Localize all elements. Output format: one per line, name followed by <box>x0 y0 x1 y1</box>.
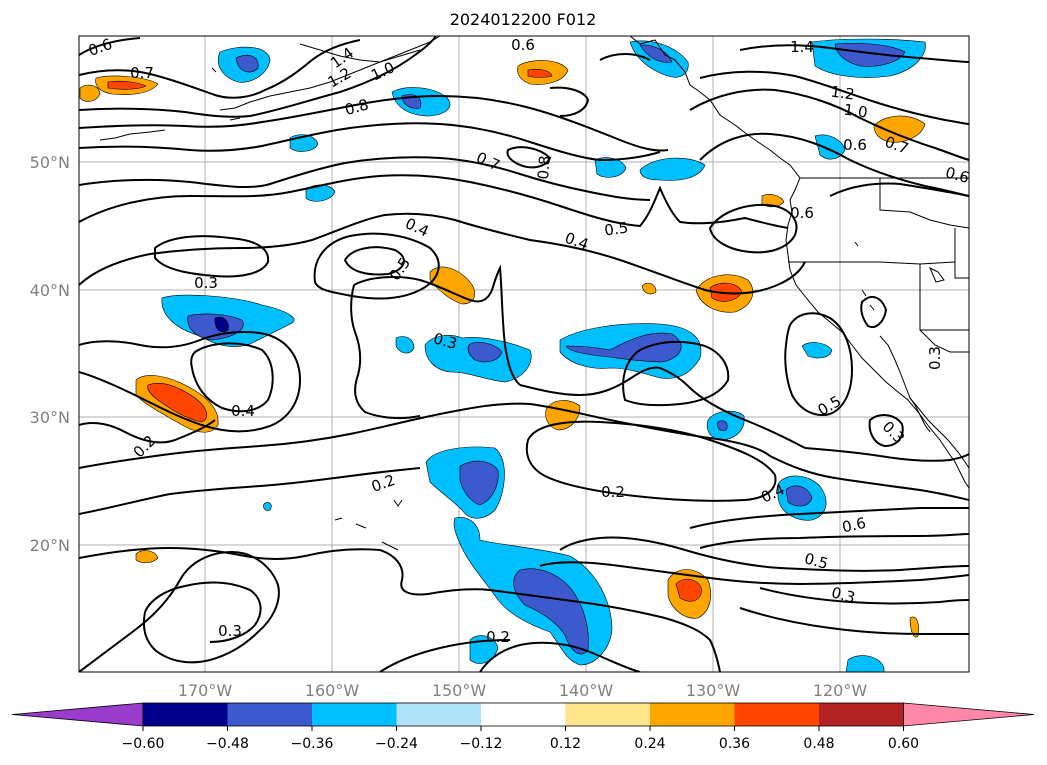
lon-label: 140°W <box>559 681 614 700</box>
colorbar-tick-label: 0.60 <box>888 736 919 752</box>
colorbar-segment <box>565 703 650 726</box>
contour-label: 0.8 <box>343 95 371 119</box>
colorbar-segment <box>819 703 904 726</box>
contour-label: 0.8 <box>534 155 554 180</box>
map-title: 2024012200 F012 <box>450 10 597 29</box>
colorbar-tick-label: −0.12 <box>460 736 503 752</box>
colorbar-tick-label: 0.48 <box>803 736 834 752</box>
map-frame <box>78 35 970 673</box>
lon-label: 130°W <box>686 681 741 700</box>
graticule <box>79 36 969 672</box>
lat-label: 50°N <box>30 153 70 172</box>
contour-label: 1.4 <box>790 38 814 56</box>
contour-label: 0.6 <box>511 36 535 54</box>
contour-label: 0.2 <box>486 628 510 646</box>
colorbar-segment <box>227 703 312 726</box>
contour-label: 0.6 <box>843 136 867 154</box>
contour-label: 0.6 <box>840 514 867 537</box>
contour-label: 0.2 <box>601 483 625 501</box>
colorbar-segment <box>650 703 735 726</box>
lat-label: 30°N <box>30 408 70 427</box>
contour-label: 0.3 <box>218 622 242 640</box>
colorbar-tick-label: 0.24 <box>634 736 665 752</box>
lon-label: 170°W <box>178 681 233 700</box>
contour-label: 0.6 <box>86 35 115 60</box>
colorbar-tick-label: −0.36 <box>291 736 334 752</box>
lon-label: 150°W <box>432 681 487 700</box>
contour-label: 0.3 <box>194 274 218 292</box>
colorbar-segment <box>143 703 228 726</box>
colorbar-extend-low <box>11 702 144 727</box>
contour-label: 0.6 <box>790 204 814 222</box>
colorbar-segment <box>481 703 566 726</box>
colorbar-tick-label: 0.12 <box>550 736 581 752</box>
colorbar-tick-label: 0.36 <box>719 736 750 752</box>
contour-lines <box>79 36 969 672</box>
contour-label: 0.4 <box>231 402 255 420</box>
contour-label: 0.3 <box>431 329 459 353</box>
contour-label: 1.2 <box>830 82 856 103</box>
colorbar-tick-label: −0.24 <box>375 736 418 752</box>
colorbar-segment <box>734 703 819 726</box>
contour-label: 1.0 <box>843 100 869 121</box>
lon-label: 120°W <box>813 681 868 700</box>
lat-label: 40°N <box>30 281 70 300</box>
lat-label: 20°N <box>30 536 70 555</box>
colorbar-segment <box>312 703 397 726</box>
contour-label: 0.3 <box>926 346 944 370</box>
colorbar-tick-label: −0.60 <box>122 736 165 752</box>
contour-label: 0.6 <box>943 163 971 187</box>
contour-label: 0.3 <box>829 583 857 607</box>
longitude-labels: 170°W 160°W 150°W 140°W 130°W 120°W <box>178 681 868 700</box>
latitude-labels: 50°N 40°N 30°N 20°N <box>30 153 70 555</box>
contour-label: 0.5 <box>603 218 629 239</box>
map-area: 0.6 0.7 1.4 1.2 1.0 0.8 0.6 1.4 1.2 1.0 … <box>79 35 971 672</box>
contour-label: 0.7 <box>130 64 154 82</box>
colorbar-tick-label: −0.48 <box>206 736 249 752</box>
lon-label: 160°W <box>305 681 360 700</box>
colorbar-outline <box>142 702 904 727</box>
colorbar: −0.60 −0.48 −0.36 −0.24 −0.12 0.12 0.24 0.36 0.4… <box>11 702 1035 752</box>
coastlines <box>99 36 969 551</box>
colorbar-segment <box>396 703 481 726</box>
colorbar-extend-high <box>903 702 1035 727</box>
contour-label: 0.5 <box>802 549 830 573</box>
